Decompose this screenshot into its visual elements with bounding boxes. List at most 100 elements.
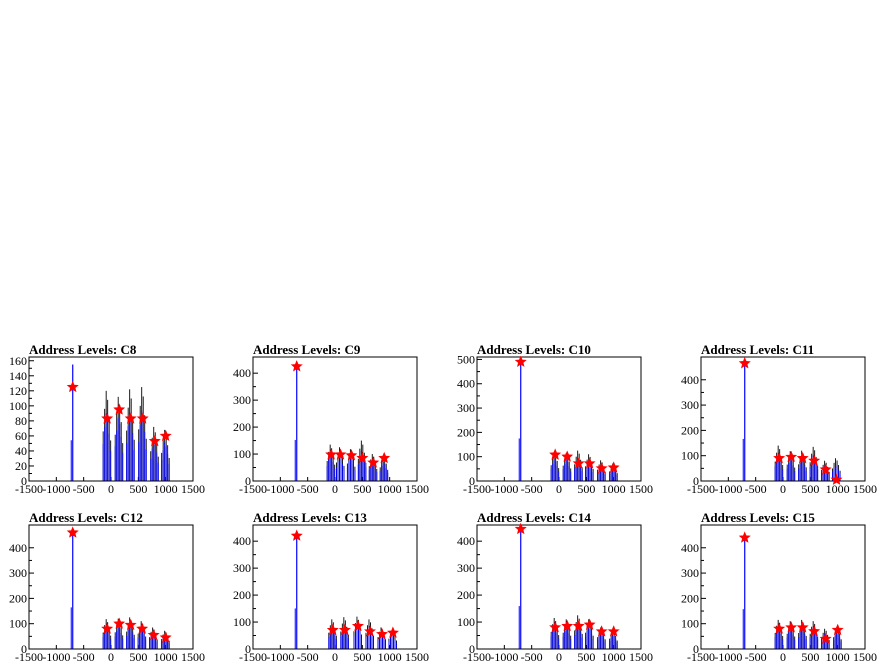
chart-title: Address Levels: C11 [701,342,814,357]
y-tick-label: 400 [681,373,699,387]
chart-panel: Address Levels: C14 0 100 200 300 400 -1500 -10… [457,510,653,664]
peak-marker [147,628,160,641]
peak-marker [561,619,574,632]
peak-marker [830,473,843,485]
x-tick-label: 1500 [853,482,877,496]
x-tick-label: -1500 [239,650,267,664]
plot-frame [28,524,194,650]
peak-marker [326,623,339,636]
y-tick-label: 200 [457,588,475,602]
x-tick-label: 1000 [602,482,626,496]
x-tick-label: -500 [297,650,319,664]
x-tick-label: 0 [556,650,562,664]
peak-marker [338,623,351,636]
chart-title: Address Levels: C10 [477,342,591,357]
peak-marker [819,463,832,475]
x-tick-label: 0 [332,482,338,496]
y-tick-label: 300 [681,566,699,580]
peak-marker [738,531,751,543]
peak-marker [356,451,369,464]
peak-marker [386,626,399,638]
y-tick-label: 400 [233,366,251,380]
y-tick-label: 20 [15,459,27,473]
peak-marker [136,622,149,634]
x-tick-label: 1000 [378,482,402,496]
y-tick-label: 200 [681,423,699,437]
x-tick-label: 0 [332,650,338,664]
x-tick-label: -500 [521,482,543,496]
chart-panel: Address Levels: C13 0 100 200 300 400 -1500 -10… [233,510,429,664]
y-tick-label: 400 [9,541,27,555]
x-tick-label: -500 [745,482,767,496]
chart-panel: Address Levels: C10 0 100 200 300 400 500 -1500… [457,342,653,496]
x-tick-label: -500 [745,650,767,664]
x-tick-label: -1500 [15,482,43,496]
x-tick-label: 1500 [181,650,205,664]
x-tick-label: 0 [108,482,114,496]
peak-marker [607,461,620,473]
peak-marker [785,450,798,463]
chart-title: Address Levels: C13 [253,510,367,525]
chart-panel: Address Levels: C8020406080100120140160-… [9,342,205,496]
y-tick-label: 200 [457,425,475,439]
y-tick-label: 80 [15,414,27,428]
y-tick-label: 0 [693,474,699,488]
x-tick-label: -1500 [239,482,267,496]
x-tick-label: 500 [577,482,595,496]
x-tick-label: -1000 [42,482,70,496]
x-tick-label: -1500 [687,482,715,496]
peak-marker [325,448,338,460]
peak-marker [572,619,585,632]
x-tick-label: -500 [297,482,319,496]
peak-marker [796,621,809,633]
x-tick-label: 1500 [181,482,205,496]
x-tick-label: -1500 [15,650,43,664]
y-tick-label: 200 [681,591,699,605]
x-tick-label: 1500 [853,650,877,664]
chart-title: Address Levels: C15 [701,510,815,525]
peak-marker [773,451,786,464]
chart-panel: Address Levels: C11 0 100 200 300 400 -1500 -10… [681,342,877,496]
peak-marker [514,522,527,535]
y-tick-label: 100 [9,399,27,413]
peak-marker [583,618,596,630]
y-tick-label: 100 [681,617,699,631]
peak-marker [334,448,347,460]
y-tick-label: 0 [245,642,251,656]
peak-marker [148,434,161,447]
y-tick-label: 200 [233,420,251,434]
y-tick-label: 0 [693,642,699,656]
x-tick-label: 1000 [826,650,850,664]
y-tick-label: 300 [233,393,251,407]
peak-marker [159,631,172,643]
y-tick-label: 140 [9,369,27,383]
x-tick-label: -500 [73,482,95,496]
x-tick-label: -1500 [463,482,491,496]
peak-marker [785,621,798,633]
x-tick-label: 500 [801,482,819,496]
y-tick-label: 300 [457,401,475,415]
y-tick-label: 0 [21,474,27,488]
x-tick-label: -1000 [490,482,518,496]
peak-marker [796,451,809,464]
peak-marker [124,618,137,631]
peak-marker [808,625,821,637]
peak-marker [124,412,137,424]
peak-marker [113,403,126,415]
x-tick-label: 500 [577,650,595,664]
peak-marker [101,412,114,424]
y-tick-label: 300 [457,561,475,575]
plot-frame [252,356,418,482]
x-tick-label: 1000 [826,482,850,496]
chart-title: Address Levels: C9 [253,342,361,357]
peak-marker [136,412,149,424]
peak-marker [561,450,574,462]
x-tick-label: 0 [780,482,786,496]
x-tick-label: 1000 [602,650,626,664]
y-tick-label: 500 [457,352,475,366]
peak-marker [66,526,79,538]
x-tick-label: 500 [353,482,371,496]
y-tick-label: 160 [9,354,27,368]
y-tick-label: 400 [233,534,251,548]
peak-marker [113,617,126,629]
